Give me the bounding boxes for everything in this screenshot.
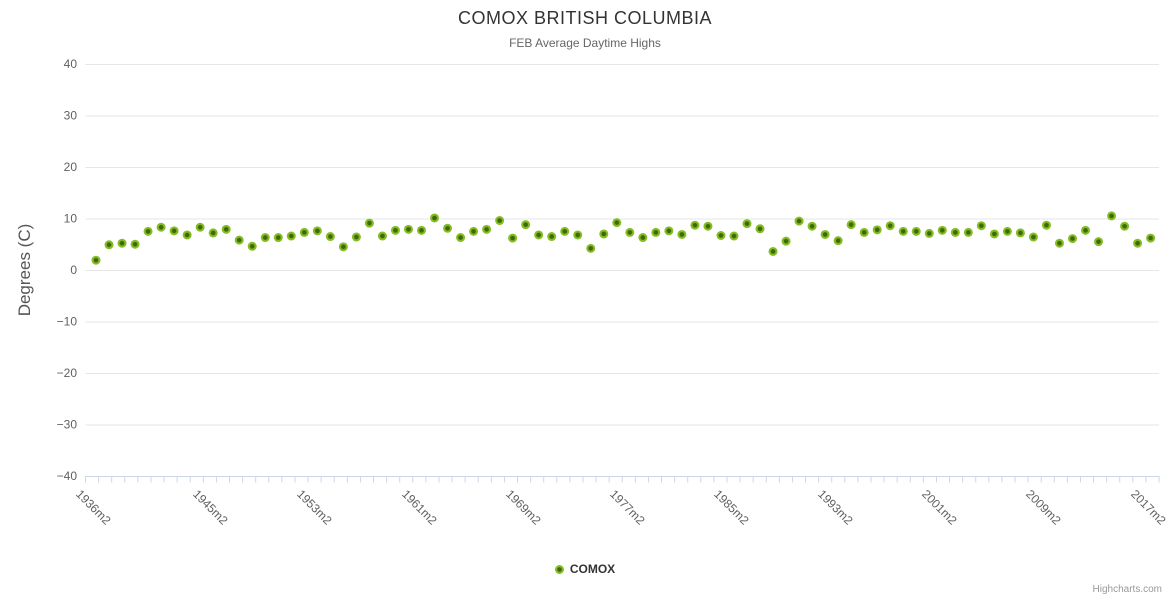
data-point-1940[interactable] (143, 226, 153, 236)
data-point-1945[interactable] (208, 228, 218, 238)
data-point-2006[interactable] (1002, 226, 1012, 236)
data-point-2005[interactable] (989, 229, 999, 239)
data-point-1942[interactable] (169, 226, 179, 236)
data-point-1983[interactable] (703, 221, 713, 231)
data-point-1952[interactable] (299, 227, 309, 237)
y-axis-label: 20 (64, 160, 78, 174)
data-point-1954[interactable] (325, 232, 335, 242)
y-axis-label: 0 (70, 263, 77, 277)
data-point-1948[interactable] (247, 241, 257, 251)
data-point-1990[interactable] (794, 216, 804, 226)
data-point-1970[interactable] (534, 230, 544, 240)
data-point-1963[interactable] (443, 223, 453, 233)
data-point-1974[interactable] (586, 243, 596, 253)
y-axis-label: −30 (57, 418, 78, 432)
data-point-2001[interactable] (937, 225, 947, 235)
data-point-2004[interactable] (976, 221, 986, 231)
data-point-1980[interactable] (664, 226, 674, 236)
data-point-1967[interactable] (495, 216, 505, 226)
y-axis-label: 40 (64, 57, 78, 71)
data-point-2007[interactable] (1015, 228, 1025, 238)
data-point-1957[interactable] (364, 218, 374, 228)
data-point-1976[interactable] (612, 218, 622, 228)
chart-subtitle: FEB Average Daytime Highs (509, 36, 661, 50)
y-axis-label: −40 (57, 469, 78, 483)
data-point-1955[interactable] (338, 242, 348, 252)
data-point-1944[interactable] (195, 222, 205, 232)
data-point-1969[interactable] (521, 220, 531, 230)
data-point-1956[interactable] (351, 232, 361, 242)
data-point-1988[interactable] (768, 246, 778, 256)
data-point-1979[interactable] (651, 227, 661, 237)
data-point-1937[interactable] (104, 240, 114, 250)
data-point-2000[interactable] (924, 228, 934, 238)
data-point-2008[interactable] (1028, 232, 1038, 242)
data-point-1978[interactable] (638, 233, 648, 243)
data-point-1961[interactable] (417, 225, 426, 235)
data-point-1947[interactable] (234, 235, 244, 245)
data-point-1973[interactable] (573, 230, 583, 240)
data-point-2011[interactable] (1068, 234, 1077, 244)
data-point-1936[interactable] (91, 255, 101, 265)
data-point-1991[interactable] (807, 221, 817, 231)
data-point-1985[interactable] (729, 231, 739, 241)
data-point-1972[interactable] (560, 226, 570, 236)
data-point-1951[interactable] (286, 231, 296, 241)
y-axis-label: −20 (57, 366, 78, 380)
y-axis-label: −10 (57, 315, 78, 329)
data-point-2003[interactable] (963, 227, 973, 237)
data-point-2014[interactable] (1107, 211, 1117, 221)
chart-title: COMOX BRITISH COLUMBIA (457, 8, 713, 28)
data-point-1946[interactable] (221, 224, 231, 234)
data-point-2015[interactable] (1120, 221, 1130, 231)
data-point-1971[interactable] (547, 232, 557, 242)
data-point-2016[interactable] (1133, 238, 1143, 248)
y-axis-label: 30 (64, 109, 78, 123)
data-point-1984[interactable] (716, 230, 726, 240)
data-point-1943[interactable] (182, 230, 192, 240)
legend-item-comox[interactable]: COMOX (0, 562, 1170, 576)
data-point-1975[interactable] (599, 229, 609, 239)
data-point-2013[interactable] (1094, 237, 1104, 247)
data-point-1994[interactable] (846, 220, 856, 230)
data-point-1965[interactable] (469, 226, 479, 236)
data-point-1939[interactable] (130, 239, 140, 249)
data-point-1959[interactable] (390, 225, 400, 235)
data-point-1977[interactable] (625, 227, 635, 237)
data-point-1968[interactable] (508, 233, 518, 243)
data-point-1953[interactable] (312, 226, 322, 236)
data-point-2009[interactable] (1041, 220, 1051, 230)
data-point-1958[interactable] (377, 231, 387, 241)
data-point-1960[interactable] (403, 224, 413, 234)
data-point-2012[interactable] (1081, 225, 1091, 235)
data-point-1993[interactable] (833, 236, 843, 246)
data-point-2002[interactable] (950, 227, 960, 237)
legend-label: COMOX (569, 562, 616, 576)
legend-marker-icon (554, 564, 564, 574)
data-point-2010[interactable] (1054, 238, 1064, 248)
data-point-1987[interactable] (755, 224, 765, 234)
data-point-1964[interactable] (456, 233, 466, 243)
data-point-1989[interactable] (781, 236, 791, 246)
data-point-2017[interactable] (1146, 233, 1156, 243)
data-point-1966[interactable] (482, 224, 492, 234)
data-point-1997[interactable] (885, 221, 895, 231)
data-point-1941[interactable] (156, 222, 166, 232)
data-point-1992[interactable] (820, 229, 830, 239)
data-point-1962[interactable] (430, 213, 440, 223)
data-point-1995[interactable] (859, 227, 869, 237)
data-point-1998[interactable] (898, 226, 908, 236)
data-point-1950[interactable] (273, 233, 283, 243)
data-point-1981[interactable] (677, 229, 687, 239)
y-axis-label: 10 (64, 212, 78, 226)
highcharts-credit[interactable]: Highcharts.com (1092, 584, 1162, 595)
data-point-1949[interactable] (260, 233, 270, 243)
data-point-1999[interactable] (911, 226, 921, 236)
data-point-1986[interactable] (742, 219, 752, 229)
data-point-1996[interactable] (872, 225, 882, 235)
data-point-1982[interactable] (690, 220, 700, 230)
data-point-1938[interactable] (117, 238, 127, 248)
